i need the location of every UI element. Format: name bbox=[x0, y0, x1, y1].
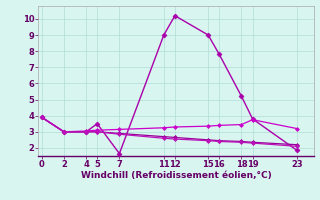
X-axis label: Windchill (Refroidissement éolien,°C): Windchill (Refroidissement éolien,°C) bbox=[81, 171, 271, 180]
